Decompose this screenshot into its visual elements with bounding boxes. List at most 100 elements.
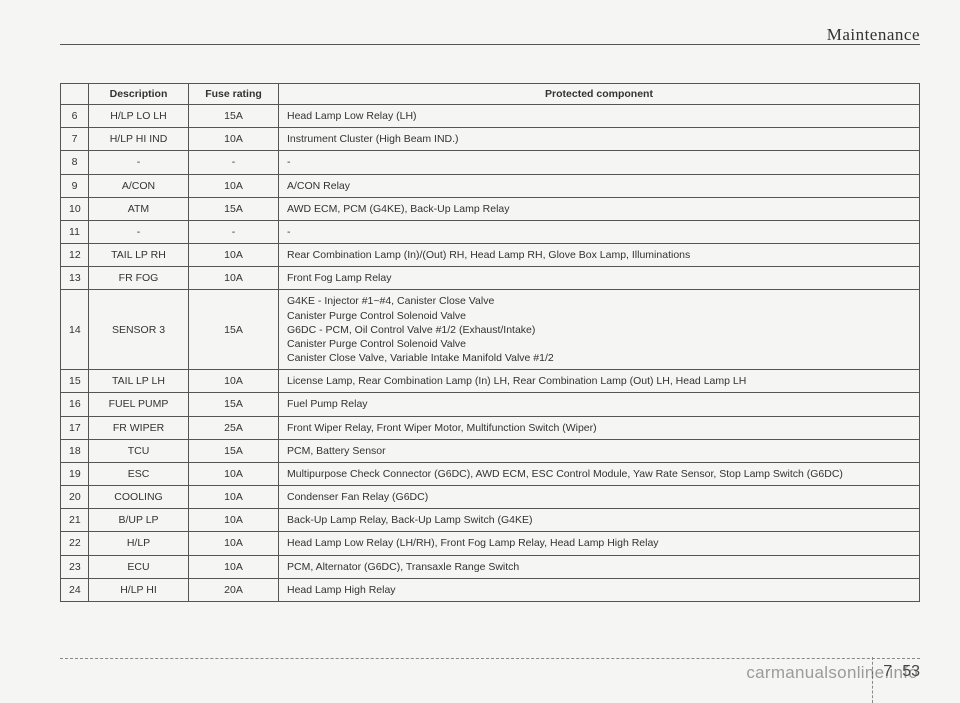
- cell-fuse-rating: 15A: [189, 439, 279, 462]
- cell-number: 21: [61, 509, 89, 532]
- cell-description: FR FOG: [89, 267, 189, 290]
- cell-fuse-rating: 10A: [189, 486, 279, 509]
- cell-protected-component: Back-Up Lamp Relay, Back-Up Lamp Switch …: [279, 509, 920, 532]
- table-row: 10ATM15AAWD ECM, PCM (G4KE), Back-Up Lam…: [61, 197, 920, 220]
- cell-fuse-rating: 10A: [189, 555, 279, 578]
- cell-description: H/LP LO LH: [89, 105, 189, 128]
- table-row: 20COOLING10ACondenser Fan Relay (G6DC): [61, 486, 920, 509]
- cell-fuse-rating: 10A: [189, 267, 279, 290]
- cell-number: 9: [61, 174, 89, 197]
- cell-fuse-rating: 10A: [189, 462, 279, 485]
- cell-protected-component: Instrument Cluster (High Beam IND.): [279, 128, 920, 151]
- cell-fuse-rating: 20A: [189, 578, 279, 601]
- cell-description: H/LP HI IND: [89, 128, 189, 151]
- table-row: 12TAIL LP RH10ARear Combination Lamp (In…: [61, 244, 920, 267]
- table-row: 8---: [61, 151, 920, 174]
- cell-number: 18: [61, 439, 89, 462]
- cell-protected-component: Head Lamp High Relay: [279, 578, 920, 601]
- cell-number: 10: [61, 197, 89, 220]
- cell-fuse-rating: 10A: [189, 128, 279, 151]
- cell-protected-component: PCM, Alternator (G6DC), Transaxle Range …: [279, 555, 920, 578]
- cell-protected-component: Condenser Fan Relay (G6DC): [279, 486, 920, 509]
- cell-protected-component: A/CON Relay: [279, 174, 920, 197]
- cell-description: SENSOR 3: [89, 290, 189, 370]
- cell-number: 22: [61, 532, 89, 555]
- cell-description: A/CON: [89, 174, 189, 197]
- cell-fuse-rating: 10A: [189, 370, 279, 393]
- page-content: Maintenance Description Fuse rating Prot…: [60, 20, 920, 659]
- cell-protected-component: Fuel Pump Relay: [279, 393, 920, 416]
- table-row: 18TCU15APCM, Battery Sensor: [61, 439, 920, 462]
- cell-protected-component: License Lamp, Rear Combination Lamp (In)…: [279, 370, 920, 393]
- cell-number: 19: [61, 462, 89, 485]
- cell-description: TAIL LP LH: [89, 370, 189, 393]
- col-header-blank: [61, 84, 89, 105]
- cell-fuse-rating: 15A: [189, 197, 279, 220]
- table-row: 13FR FOG10AFront Fog Lamp Relay: [61, 267, 920, 290]
- table-row: 16FUEL PUMP15AFuel Pump Relay: [61, 393, 920, 416]
- cell-number: 14: [61, 290, 89, 370]
- table-row: 23ECU10APCM, Alternator (G6DC), Transaxl…: [61, 555, 920, 578]
- cell-fuse-rating: -: [189, 151, 279, 174]
- cell-fuse-rating: 25A: [189, 416, 279, 439]
- cell-number: 12: [61, 244, 89, 267]
- cell-protected-component: -: [279, 220, 920, 243]
- cell-protected-component: G4KE - Injector #1~#4, Canister Close Va…: [279, 290, 920, 370]
- cell-description: TAIL LP RH: [89, 244, 189, 267]
- cell-description: H/LP HI: [89, 578, 189, 601]
- footer-rule: 7 53: [60, 658, 920, 659]
- cell-protected-component: PCM, Battery Sensor: [279, 439, 920, 462]
- cell-protected-component: Head Lamp Low Relay (LH/RH), Front Fog L…: [279, 532, 920, 555]
- table-row: 7H/LP HI IND10AInstrument Cluster (High …: [61, 128, 920, 151]
- cell-fuse-rating: 10A: [189, 509, 279, 532]
- watermark-text: carmanualsonline.info: [746, 663, 918, 683]
- cell-number: 8: [61, 151, 89, 174]
- table-row: 22H/LP10AHead Lamp Low Relay (LH/RH), Fr…: [61, 532, 920, 555]
- cell-protected-component: Front Fog Lamp Relay: [279, 267, 920, 290]
- cell-description: ATM: [89, 197, 189, 220]
- cell-description: -: [89, 220, 189, 243]
- cell-description: B/UP LP: [89, 509, 189, 532]
- cell-number: 20: [61, 486, 89, 509]
- fuse-table: Description Fuse rating Protected compon…: [60, 83, 920, 602]
- cell-description: FR WIPER: [89, 416, 189, 439]
- cell-number: 17: [61, 416, 89, 439]
- cell-fuse-rating: 10A: [189, 174, 279, 197]
- cell-description: TCU: [89, 439, 189, 462]
- cell-description: COOLING: [89, 486, 189, 509]
- cell-protected-component: -: [279, 151, 920, 174]
- cell-description: ESC: [89, 462, 189, 485]
- cell-fuse-rating: 15A: [189, 105, 279, 128]
- table-row: 6H/LP LO LH15AHead Lamp Low Relay (LH): [61, 105, 920, 128]
- cell-fuse-rating: 10A: [189, 532, 279, 555]
- cell-number: 11: [61, 220, 89, 243]
- cell-number: 15: [61, 370, 89, 393]
- col-header-fuse-rating: Fuse rating: [189, 84, 279, 105]
- table-row: 15TAIL LP LH10ALicense Lamp, Rear Combin…: [61, 370, 920, 393]
- cell-protected-component: Head Lamp Low Relay (LH): [279, 105, 920, 128]
- cell-number: 6: [61, 105, 89, 128]
- cell-fuse-rating: 15A: [189, 393, 279, 416]
- table-row: 14SENSOR 315AG4KE - Injector #1~#4, Cani…: [61, 290, 920, 370]
- cell-protected-component: Rear Combination Lamp (In)/(Out) RH, Hea…: [279, 244, 920, 267]
- cell-number: 24: [61, 578, 89, 601]
- cell-description: FUEL PUMP: [89, 393, 189, 416]
- cell-protected-component: Front Wiper Relay, Front Wiper Motor, Mu…: [279, 416, 920, 439]
- table-row: 17FR WIPER25AFront Wiper Relay, Front Wi…: [61, 416, 920, 439]
- cell-number: 16: [61, 393, 89, 416]
- cell-fuse-rating: 10A: [189, 244, 279, 267]
- cell-protected-component: AWD ECM, PCM (G4KE), Back-Up Lamp Relay: [279, 197, 920, 220]
- table-row: 9A/CON10AA/CON Relay: [61, 174, 920, 197]
- table-header-row: Description Fuse rating Protected compon…: [61, 84, 920, 105]
- cell-fuse-rating: 15A: [189, 290, 279, 370]
- header-rule: Maintenance: [60, 44, 920, 45]
- cell-protected-component: Multipurpose Check Connector (G6DC), AWD…: [279, 462, 920, 485]
- cell-number: 7: [61, 128, 89, 151]
- cell-fuse-rating: -: [189, 220, 279, 243]
- section-title: Maintenance: [827, 25, 920, 45]
- cell-description: -: [89, 151, 189, 174]
- cell-number: 13: [61, 267, 89, 290]
- cell-number: 23: [61, 555, 89, 578]
- cell-description: ECU: [89, 555, 189, 578]
- table-row: 24H/LP HI20AHead Lamp High Relay: [61, 578, 920, 601]
